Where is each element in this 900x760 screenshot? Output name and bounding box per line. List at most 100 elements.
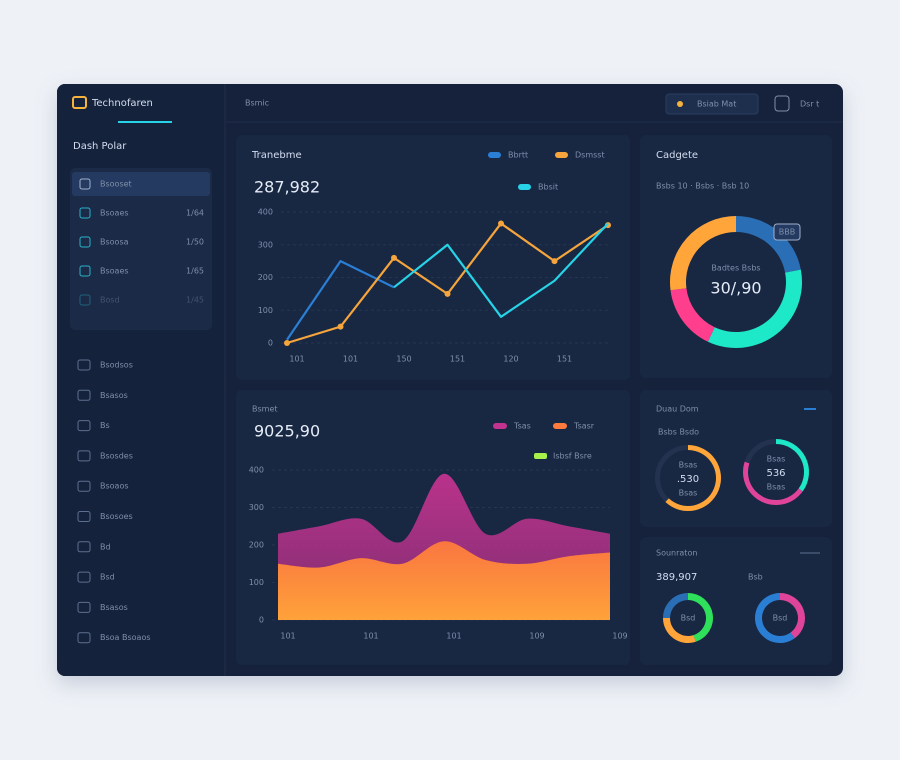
nav-label[interactable]: Bsosoes [100,512,133,521]
line-point [444,290,451,297]
search-text: Bsiab Mat [697,100,736,109]
x-tick-label: 109 [529,632,544,641]
sidebar-title: Dash Polar [73,141,127,152]
nav-icon [77,601,91,613]
line-series [286,260,395,341]
x-tick-label: 151 [450,355,465,364]
ring-segment [663,618,696,644]
note-swatch [534,453,547,459]
nav-icon [77,632,91,644]
search-icon [677,101,683,107]
nav-icon [77,420,91,432]
line-point [391,254,397,261]
x-tick-label: 151 [557,355,572,364]
x-tick-label: 101 [289,355,304,364]
legend-label: Tsas [513,422,531,431]
gauge-sub: Bsas [679,489,698,498]
y-tick-label: 0 [268,339,273,348]
user-name: Dsr t [800,100,819,109]
legend-swatch [493,423,507,429]
nav-label[interactable]: Bsoa Bsoaos [100,633,151,642]
panel-title: Sounraton [656,549,697,558]
nav-label[interactable]: Bsd [100,573,115,582]
area-series [278,541,610,620]
center-value: 30/,90 [710,279,761,298]
nav-icon [77,511,91,522]
y-tick-label: 300 [258,240,273,249]
brand: Technofaren [91,98,153,109]
nav-icon [79,178,91,190]
headline: 287,982 [254,178,320,197]
subtitle: Bsb [748,573,763,582]
nav-icon [77,480,91,492]
nav-icon [79,294,91,306]
nav-label[interactable]: Bsooset [100,180,132,189]
nav-label[interactable]: Bsodsos [100,361,133,370]
header-tab[interactable]: Bsmic [245,99,269,108]
nav-label[interactable]: Bsoaes [100,209,129,218]
ring-segment [670,288,715,342]
panel-rings [640,537,832,665]
subtitle: Bsbs 10 · Bsbs · Bsb 10 [656,182,749,191]
line-point [551,258,558,265]
ring-segment [742,461,803,506]
y-tick-label: 400 [258,208,273,217]
nav-label[interactable]: Bsasos [100,391,128,400]
gauge-figure: 536 [766,468,785,479]
brand-logo [72,96,87,109]
panel-title: Bsmet [252,405,278,414]
legend-swatch [553,423,567,429]
gauge-caption: Bsas [679,461,698,470]
nav-icon [79,265,91,277]
user-icon[interactable] [774,95,790,112]
ring-segment [707,269,802,349]
y-tick-label: 200 [249,541,264,550]
nav-icon [79,236,91,248]
search-box[interactable] [665,93,759,115]
y-tick-label: 400 [249,466,264,475]
nav-icon [77,541,91,553]
nav-label[interactable]: Bsasos [100,603,128,612]
legend-label: Tsasr [573,422,595,431]
headline: 9025,90 [254,422,320,441]
line-point [337,323,344,330]
nav-icon [79,207,91,219]
nav-label[interactable]: Bsoaes [100,267,129,276]
ring-segment [780,592,805,639]
line-series [393,222,609,318]
ring-label: Bsd [681,614,696,623]
legend-label: Bbrtt [508,151,528,160]
x-tick-label: 150 [396,355,411,364]
ring-segment [755,593,795,643]
nav-icon [77,389,91,401]
legend-swatch [518,184,531,190]
nav-badge: 1/65 [186,267,204,276]
subtitle: Bsbs Bsdo [658,428,699,437]
ring-segment [776,439,809,492]
legend-swatch [488,152,501,158]
nav-badge: 1/50 [186,238,204,247]
nav-icon [77,450,91,462]
nav-badge: 1/64 [186,209,204,218]
nav-label[interactable]: Bd [100,542,111,551]
nav-icon [77,571,91,583]
nav-label[interactable]: Bsosdes [100,451,133,460]
nav-active [72,172,210,196]
nav-label[interactable]: Bsoosa [100,238,129,247]
nav-label[interactable]: Bs [100,421,110,430]
ring-segment [688,593,714,642]
x-tick-label: 109 [612,632,627,641]
y-tick-label: 300 [249,503,264,512]
nav-label[interactable]: Bsoaos [100,482,129,491]
headline: 389,907 [656,572,697,583]
x-tick-label: 101 [343,355,358,364]
legend-swatch [555,152,568,158]
nav-badge: 1/45 [186,296,204,305]
x-tick-label: 101 [363,632,378,641]
x-tick-label: 101 [280,632,295,641]
line-point [284,340,290,346]
y-tick-label: 200 [258,273,273,282]
nav-icon [77,359,91,371]
nav-label[interactable]: Bosd [100,296,120,305]
